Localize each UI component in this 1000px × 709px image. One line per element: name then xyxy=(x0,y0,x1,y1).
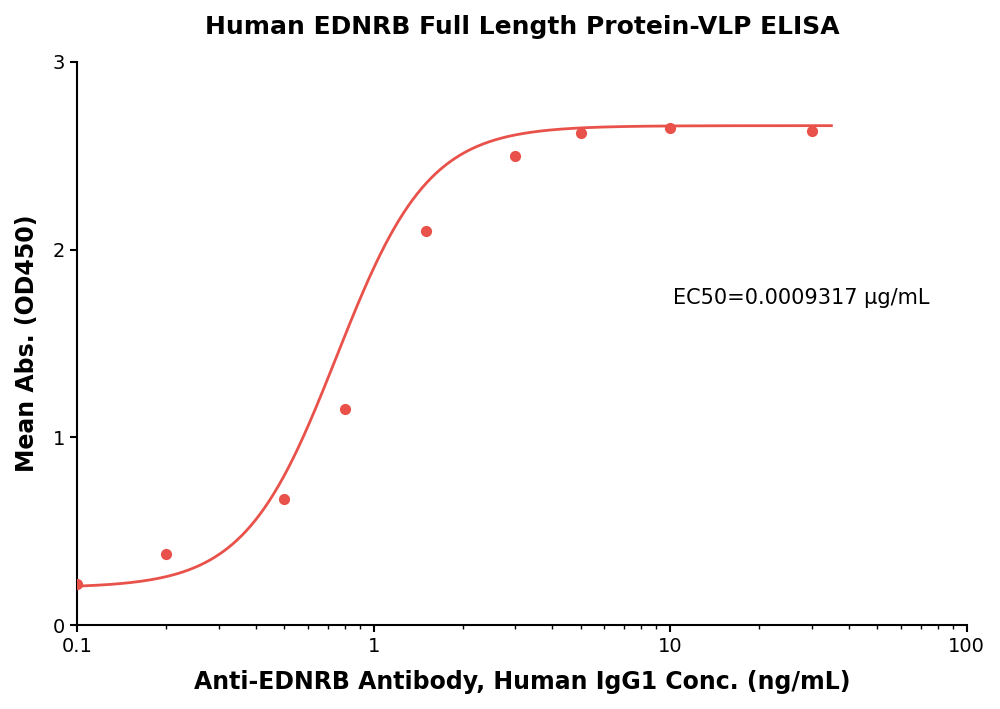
Point xyxy=(573,128,589,139)
Point xyxy=(418,225,434,237)
Point xyxy=(276,493,292,505)
Point xyxy=(804,125,820,137)
Text: EC50=0.0009317 μg/mL: EC50=0.0009317 μg/mL xyxy=(673,289,930,308)
Point xyxy=(507,150,523,162)
Y-axis label: Mean Abs. (OD450): Mean Abs. (OD450) xyxy=(15,215,39,472)
Title: Human EDNRB Full Length Protein-VLP ELISA: Human EDNRB Full Length Protein-VLP ELIS… xyxy=(205,15,839,39)
Point xyxy=(662,122,678,133)
Point xyxy=(69,579,85,590)
X-axis label: Anti-EDNRB Antibody, Human IgG1 Conc. (ng/mL): Anti-EDNRB Antibody, Human IgG1 Conc. (n… xyxy=(194,670,850,694)
Point xyxy=(337,403,353,415)
Point xyxy=(158,548,174,559)
